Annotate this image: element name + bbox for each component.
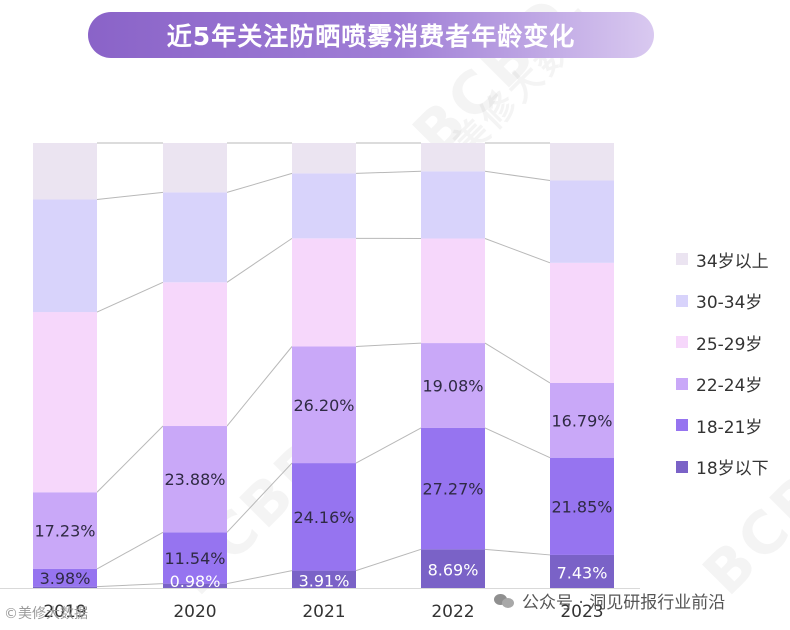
legend-label: 18-21岁 [696,417,763,438]
data-label: 3.98% [40,569,91,588]
bar-segment [550,554,614,588]
bar-segment [292,143,356,174]
bar-segment [292,570,356,588]
legend-item: 18岁以下 [676,456,788,479]
chart-title: 近5年关注防晒喷雾消费者年龄变化 [88,12,654,58]
legend-item: 18-21岁 [676,414,788,438]
bar-segment [163,143,227,193]
legend-swatch [676,253,688,265]
data-label: 0.98% [170,572,221,591]
connector-line [355,548,422,572]
connector-line [226,570,293,585]
source-watermark: ©美修大数据 [4,606,88,622]
bar-segment [550,143,614,181]
bar-segment [33,199,97,313]
connector-line [484,342,551,384]
legend-swatch [676,377,688,390]
bar-segment [421,171,485,239]
connector-line [226,172,293,193]
bar-segment [550,262,614,383]
data-label: 23.88% [164,470,225,489]
bar-segment [421,549,485,588]
chart-title-text: 近5年关注防晒喷雾消费者年龄变化 [166,22,576,51]
bar-segment [33,143,97,200]
connector-line [226,462,293,533]
wechat-icon [494,592,516,610]
bar-segment [292,463,356,571]
bar-segment [163,426,227,533]
bar-segment [421,427,485,550]
connector-line [484,427,551,459]
connector-line [96,583,164,588]
connector-line [355,170,422,174]
data-label: 26.20% [293,396,354,415]
legend-label: 25-29岁 [696,334,763,355]
bar-segment [421,143,485,172]
legend-item: 25-29岁 [676,331,788,355]
connector-line [484,238,551,264]
legend-label: 30-34岁 [696,293,763,313]
connector-line [226,237,293,283]
legend: 34岁以上 30-34岁 25-29岁 22-24岁 18-21岁 18岁以下 [676,248,788,497]
x-tick-label: 2022 [431,602,474,622]
bar-segment [292,238,356,347]
connector-lines [96,142,551,588]
legend-label: 22-24岁 [696,376,763,396]
legend-swatch [676,460,688,473]
bar-segment [292,346,356,464]
data-label: 11.54% [164,549,225,568]
bar-segment [33,492,97,569]
bar-segment [163,282,227,427]
data-label: 3.91% [299,571,350,590]
connector-line [226,346,293,427]
bar-segment [33,312,97,493]
data-label: 19.08% [422,377,483,396]
bar-segment [550,382,614,458]
wechat-account-label: 公众号 · 洞见研报行业前沿 [494,588,725,613]
x-tick-label: 2021 [302,602,345,622]
data-label: 8.69% [428,561,479,580]
connector-line [484,170,551,182]
bar-segment [33,568,97,587]
connector-line [96,191,164,200]
wechat-account-text: 公众号 · 洞见研报行业前沿 [522,593,726,613]
x-tick-label: 2019 [43,602,86,622]
bar-segment [163,192,227,283]
bar-segment [292,173,356,239]
connector-line [355,427,422,464]
connector-line [96,425,164,493]
bar-segment [163,583,227,588]
data-label: 21.85% [551,497,612,516]
bar-segment [421,343,485,428]
data-label: 7.43% [557,563,608,582]
connector-line [484,548,551,556]
bar-segment [163,532,227,584]
legend-item: 34岁以上 [676,248,788,272]
x-tick-label: 2020 [173,602,216,622]
bar-segment [421,238,485,344]
data-label: 24.16% [293,508,354,527]
legend-swatch [676,336,688,348]
bar-segment [550,180,614,263]
legend-item: 30-34岁 [676,290,788,313]
legend-swatch [676,419,688,431]
legend-label: 18岁以下 [696,459,769,479]
data-label: 27.27% [422,480,483,499]
bar-segment [550,457,614,555]
bar-segment [33,586,97,588]
connector-line [355,342,422,347]
legend-swatch [676,294,688,307]
data-label: 16.79% [551,411,612,430]
legend-item: 22-24岁 [676,373,788,396]
x-tick-label: 2023 [560,602,603,622]
data-label: 17.23% [34,522,95,541]
legend-label: 34岁以上 [696,251,769,272]
connector-line [96,531,164,570]
connector-line [96,281,164,313]
